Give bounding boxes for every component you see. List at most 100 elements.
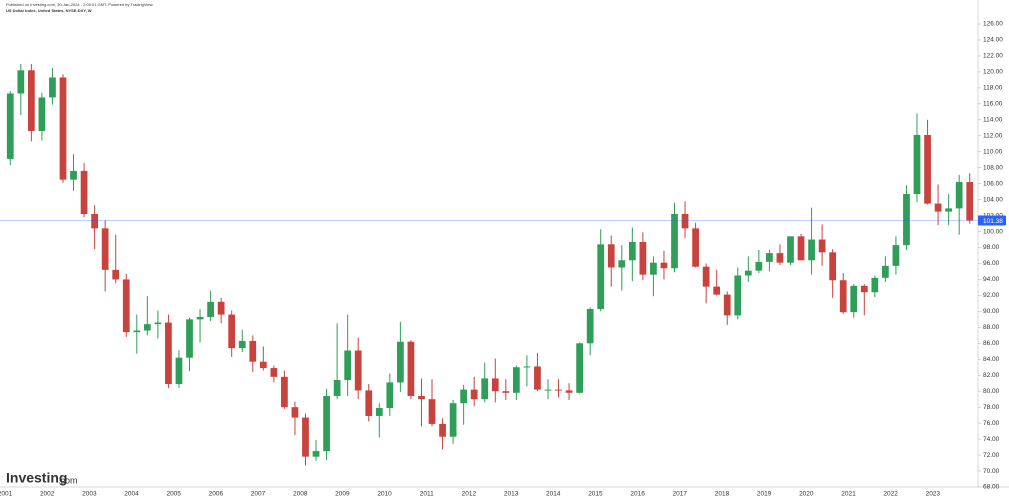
candle-body bbox=[449, 403, 457, 437]
y-tick-label: 122.00 bbox=[983, 53, 1003, 60]
y-tick-label: 82.00 bbox=[983, 372, 1000, 379]
x-tick-label: 2021 bbox=[841, 491, 856, 498]
candle-body bbox=[829, 252, 837, 281]
candle-body bbox=[481, 378, 489, 400]
x-tick-label: 2001 bbox=[0, 491, 13, 498]
candle-body bbox=[133, 330, 141, 333]
candle-body bbox=[818, 239, 826, 253]
candle-body bbox=[839, 280, 847, 313]
candle-body bbox=[713, 286, 721, 295]
y-tick-label: 96.00 bbox=[983, 260, 1000, 267]
x-tick-label: 2012 bbox=[462, 491, 477, 498]
y-tick-label: 84.00 bbox=[983, 356, 1000, 363]
candle-body bbox=[6, 93, 14, 159]
y-tick-label: 110.00 bbox=[983, 148, 1003, 155]
x-tick-label: 2017 bbox=[673, 491, 688, 498]
y-tick-label: 124.00 bbox=[983, 37, 1003, 44]
candle-body bbox=[165, 322, 172, 385]
candle-body bbox=[934, 203, 942, 212]
candle-body bbox=[207, 301, 214, 317]
candle-body bbox=[681, 213, 689, 229]
candle-body bbox=[238, 340, 246, 349]
x-tick-label: 2006 bbox=[209, 491, 224, 498]
candle-body bbox=[27, 70, 35, 131]
x-tick-label: 2020 bbox=[799, 491, 814, 498]
candle-body bbox=[428, 399, 436, 424]
y-tick-label: 70.00 bbox=[983, 468, 1000, 475]
x-tick-label: 2005 bbox=[166, 491, 181, 498]
candle-body bbox=[586, 308, 594, 344]
candle-body bbox=[565, 390, 573, 393]
candle-body bbox=[797, 236, 805, 261]
candle-body bbox=[323, 395, 330, 452]
candle-body bbox=[186, 319, 193, 358]
candle-body bbox=[270, 368, 278, 377]
candle-body bbox=[576, 343, 583, 393]
candle-body bbox=[312, 451, 320, 457]
candle-body bbox=[354, 350, 362, 391]
candle-body bbox=[154, 322, 162, 325]
y-tick-label: 112.00 bbox=[983, 132, 1003, 139]
x-tick-label: 2018 bbox=[715, 491, 730, 498]
x-tick-label: 2009 bbox=[335, 491, 350, 498]
candle-body bbox=[966, 182, 974, 221]
candle-body bbox=[639, 241, 647, 275]
y-tick-label: 108.00 bbox=[983, 164, 1003, 171]
y-tick-label: 104.00 bbox=[983, 196, 1003, 203]
x-tick-label: 2002 bbox=[40, 491, 55, 498]
candle-body bbox=[228, 314, 236, 349]
candle-body bbox=[723, 294, 731, 316]
candle-body bbox=[502, 391, 510, 393]
candle-body bbox=[59, 77, 67, 180]
candle-body bbox=[660, 262, 668, 269]
candle-body bbox=[407, 341, 415, 396]
y-tick-label: 114.00 bbox=[983, 117, 1003, 124]
candle-body bbox=[281, 376, 288, 408]
candle-body bbox=[597, 244, 605, 309]
candle-body bbox=[913, 134, 921, 195]
candle-body bbox=[755, 261, 763, 271]
y-tick-label: 88.00 bbox=[983, 324, 1000, 331]
x-tick-label: 2013 bbox=[504, 491, 519, 498]
candle-body bbox=[122, 279, 130, 333]
y-tick-label: 100.00 bbox=[983, 228, 1003, 235]
candle-body bbox=[924, 134, 931, 204]
y-tick-label: 74.00 bbox=[983, 436, 1000, 443]
y-tick-label: 126.00 bbox=[983, 21, 1003, 28]
candle-body bbox=[871, 277, 879, 293]
y-tick-label: 94.00 bbox=[983, 276, 1000, 283]
candle-body bbox=[470, 389, 478, 400]
y-tick-label: 116.00 bbox=[983, 101, 1003, 108]
candle-body bbox=[955, 182, 963, 209]
candle-body bbox=[692, 228, 699, 267]
x-tick-label: 2016 bbox=[630, 491, 645, 498]
x-tick-label: 2004 bbox=[124, 491, 139, 498]
candle-body bbox=[70, 170, 77, 180]
candle-body bbox=[175, 357, 183, 385]
y-tick-label: 80.00 bbox=[983, 388, 1000, 395]
last-price-label: 101.38 bbox=[983, 218, 1003, 225]
candle-body bbox=[860, 285, 868, 293]
candle-body bbox=[375, 407, 383, 416]
candle-body bbox=[945, 208, 953, 212]
x-tick-label: 2019 bbox=[757, 491, 772, 498]
candle-body bbox=[91, 213, 98, 229]
x-tick-label: 2008 bbox=[293, 491, 308, 498]
candle-body bbox=[776, 253, 784, 263]
candle-body bbox=[744, 270, 752, 276]
y-tick-label: 90.00 bbox=[983, 308, 1000, 315]
candle-body bbox=[386, 382, 394, 408]
candle-body bbox=[333, 380, 341, 396]
chart-title: US Dollar Index, United States, NYSE:DXY… bbox=[6, 8, 92, 13]
candle-body bbox=[291, 407, 299, 418]
candle-body bbox=[671, 213, 678, 269]
candle-body bbox=[512, 367, 520, 393]
y-tick-label: 72.00 bbox=[983, 452, 1000, 459]
candle-body bbox=[650, 262, 657, 275]
candle-body bbox=[892, 245, 900, 266]
candle-body bbox=[259, 361, 267, 369]
x-tick-label: 2007 bbox=[251, 491, 266, 498]
candle-body bbox=[80, 170, 88, 214]
